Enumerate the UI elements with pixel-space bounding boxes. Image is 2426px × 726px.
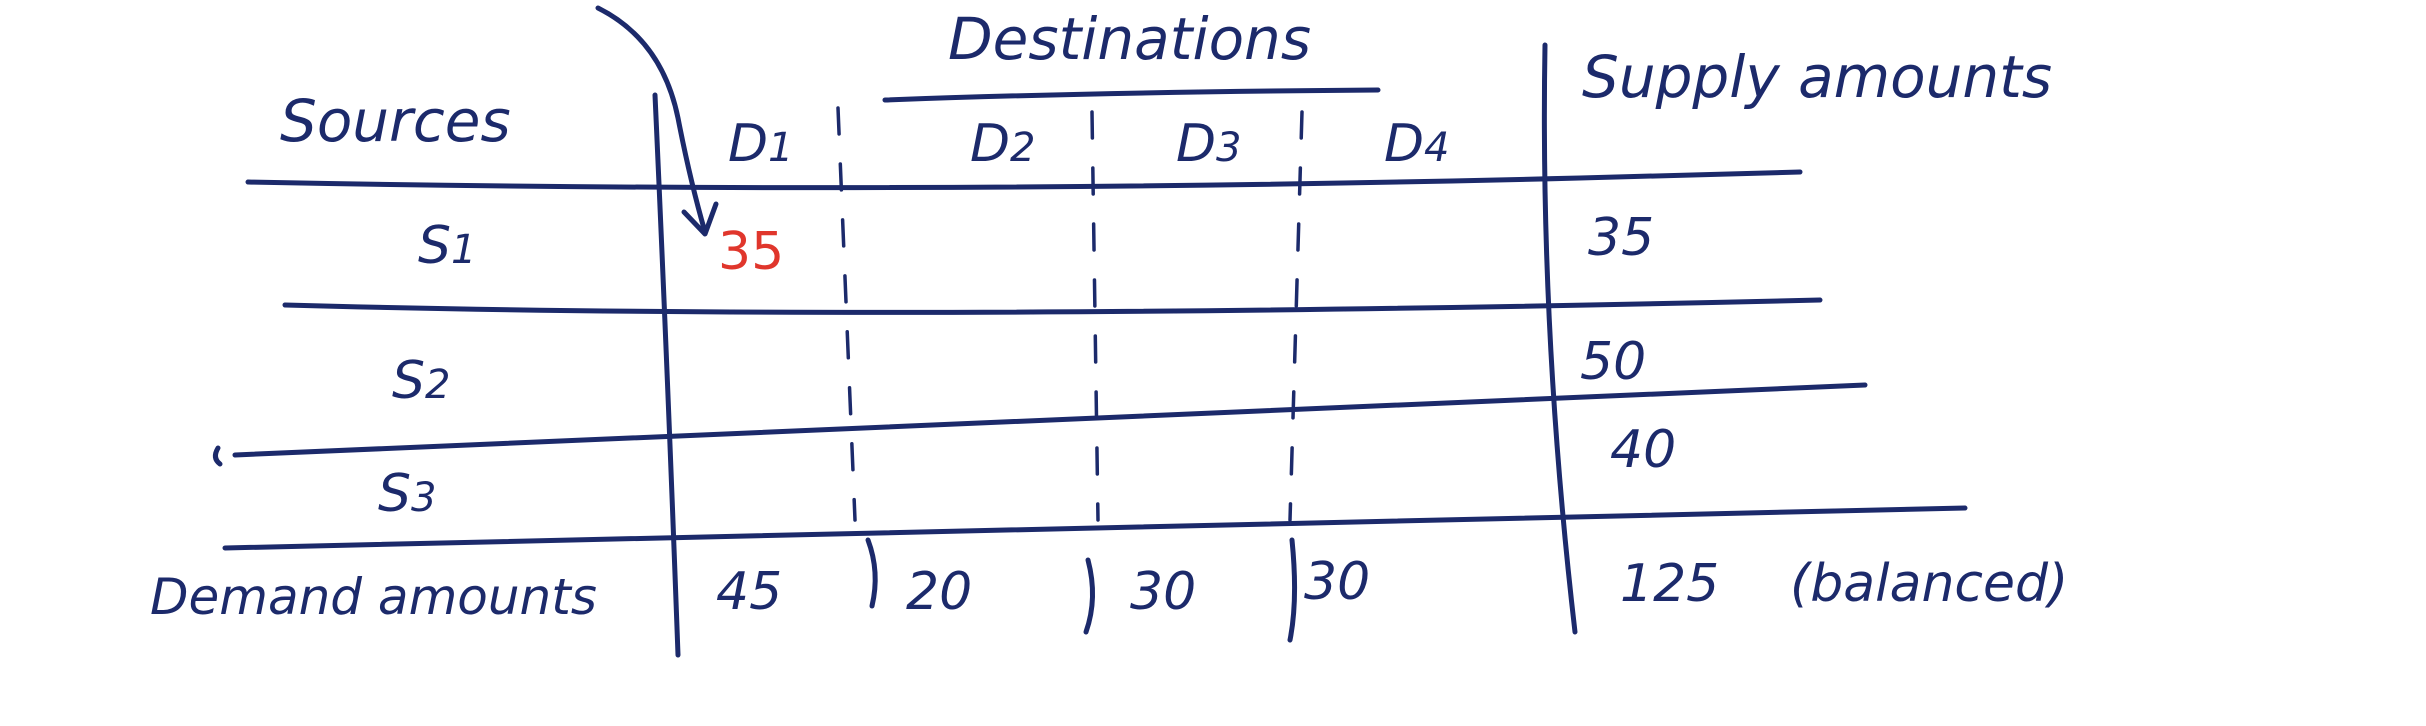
total-note: (balanced) — [1790, 554, 2069, 614]
stray-mark — [212, 445, 223, 467]
vertical-line-right — [1541, 42, 1578, 635]
destination-label-d4: D4 — [1384, 114, 1450, 174]
row-line-1 — [282, 297, 1823, 315]
destinations-header: Destinations — [948, 5, 1312, 73]
destination-label-d3: D3 — [1176, 114, 1242, 174]
header-rule — [245, 169, 1803, 191]
row-line-3 — [222, 505, 1968, 551]
dashed-separator-1 — [836, 106, 857, 522]
source-label-s1: S1 — [418, 216, 477, 276]
dashed-separator-2 — [1090, 110, 1100, 522]
allocation-arrow — [595, 5, 708, 235]
sources-header: Sources — [280, 87, 511, 155]
row-line-2 — [232, 382, 1868, 458]
source-label-s2: S2 — [392, 351, 451, 411]
demand-value-d3: 30 — [1130, 562, 1197, 622]
dashed-separator-3 — [1288, 110, 1304, 522]
destinations-underline — [882, 87, 1381, 103]
destination-label-d2: D2 — [970, 114, 1036, 174]
demand-value-d1: 45 — [716, 562, 783, 622]
source-label-s3: S3 — [378, 464, 437, 524]
demand-tick-3 — [1287, 537, 1298, 643]
supply-header: Supply amounts — [1582, 43, 2053, 111]
supply-value-s2: 50 — [1580, 332, 1647, 392]
demand-tick-2 — [1083, 557, 1096, 635]
allocation-value-s1-d1: 35 — [718, 222, 785, 282]
demand-value-d4: 30 — [1304, 552, 1371, 612]
destination-label-d1: D1 — [728, 114, 794, 174]
total-value: 125 — [1620, 554, 1720, 614]
allocation-arrow-head — [681, 201, 719, 237]
demand-tick-1 — [865, 537, 878, 609]
vertical-line-left — [652, 92, 681, 658]
demand-header: Demand amounts — [150, 568, 597, 626]
demand-value-d2: 20 — [906, 562, 973, 622]
supply-value-s1: 35 — [1588, 208, 1655, 268]
supply-value-s3: 40 — [1610, 420, 1677, 480]
